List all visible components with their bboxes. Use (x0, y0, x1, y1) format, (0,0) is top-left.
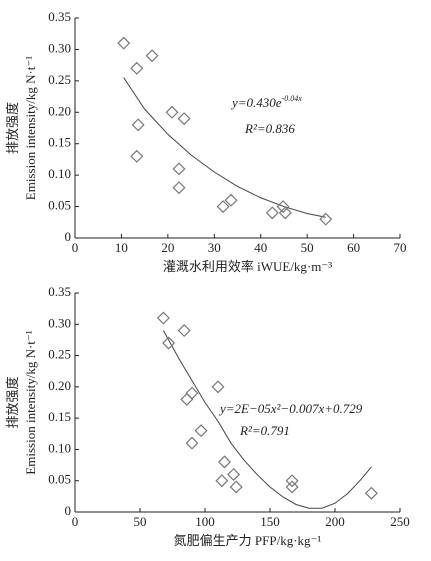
x-tick-label: 20 (161, 240, 174, 255)
y-tick-label: 0.25 (48, 347, 71, 362)
point (215, 474, 229, 488)
x-tick-label: 50 (301, 240, 314, 255)
point (156, 311, 170, 325)
point (177, 112, 191, 126)
x-tick-label: 40 (254, 240, 267, 255)
equation: y=0.430e-0.04x (230, 94, 302, 110)
point (130, 149, 144, 163)
x-tick-label: 30 (208, 240, 221, 255)
y-tick-label: 0.20 (48, 378, 71, 393)
x-axis-label: 灌溉水利用效率 iWUE/kg·m⁻³ (163, 259, 332, 274)
point (216, 200, 230, 214)
point (211, 380, 225, 394)
y-tick-label: 0.05 (48, 198, 71, 213)
point (165, 105, 179, 119)
y-tick-label: 0.10 (48, 166, 71, 181)
x-tick-label: 0 (72, 514, 79, 529)
equation: y=2E−05x²−0.007x+0.729 (218, 401, 363, 416)
x-axis-label: 氮肥偏生产力 PFP/kg·kg⁻¹ (174, 533, 322, 548)
y-tick-label: 0.15 (48, 135, 71, 150)
point (217, 455, 232, 469)
point (130, 61, 144, 75)
y-tick-label: 0.35 (48, 284, 71, 299)
equation-main: y=0.430e (230, 95, 282, 110)
point (285, 480, 299, 494)
point (265, 206, 279, 220)
point (172, 162, 186, 176)
y-axis-label: Emission intensity/kg N·t⁻¹ (23, 330, 38, 474)
point (319, 212, 333, 226)
y-tick-label: 0.25 (48, 72, 71, 87)
x-tick-label: 70 (394, 240, 407, 255)
x-tick-label: 50 (134, 514, 147, 529)
point (278, 206, 292, 220)
y-tick-label: 0.30 (48, 315, 71, 330)
y-tick-label: 0 (65, 229, 72, 244)
y-axis-label-cn: 排放强度 (5, 102, 20, 154)
point (185, 386, 199, 400)
point (185, 436, 199, 450)
x-tick-label: 10 (115, 240, 128, 255)
x-tick-label: 250 (390, 514, 410, 529)
point (172, 181, 186, 195)
point (364, 486, 378, 500)
trendline (162, 330, 372, 509)
y-tick-label: 0.15 (48, 409, 71, 424)
x-tick-label: 100 (195, 514, 215, 529)
equation-main: y=2E−05x²−0.007x+0.729 (218, 401, 363, 416)
point (229, 480, 243, 494)
y-tick-label: 0.20 (48, 103, 71, 118)
point (145, 49, 159, 63)
y-axis-label: Emission intensity/kg N·t⁻¹ (23, 56, 38, 200)
point (177, 324, 191, 338)
x-tick-label: 200 (325, 514, 345, 529)
x-tick-label: 150 (260, 514, 280, 529)
y-tick-label: 0.10 (48, 440, 71, 455)
x-tick-label: 0 (72, 240, 79, 255)
y-tick-label: 0.05 (48, 472, 71, 487)
y-tick-label: 0.35 (48, 9, 71, 24)
point (117, 36, 131, 50)
point (227, 467, 241, 481)
equation-exponent: -0.04x (282, 94, 303, 103)
point (162, 336, 176, 350)
r-squared: R²=0.836 (244, 121, 295, 136)
point (224, 193, 238, 207)
y-axis-label-cn: 排放强度 (5, 376, 20, 428)
y-tick-label: 0 (65, 503, 72, 518)
point (276, 200, 290, 214)
x-tick-label: 60 (347, 240, 360, 255)
point (131, 118, 145, 132)
point (180, 392, 194, 406)
y-tick-label: 0.30 (48, 40, 71, 55)
point (194, 424, 208, 438)
trendline (123, 77, 326, 218)
r-squared: R²=0.791 (239, 423, 290, 438)
